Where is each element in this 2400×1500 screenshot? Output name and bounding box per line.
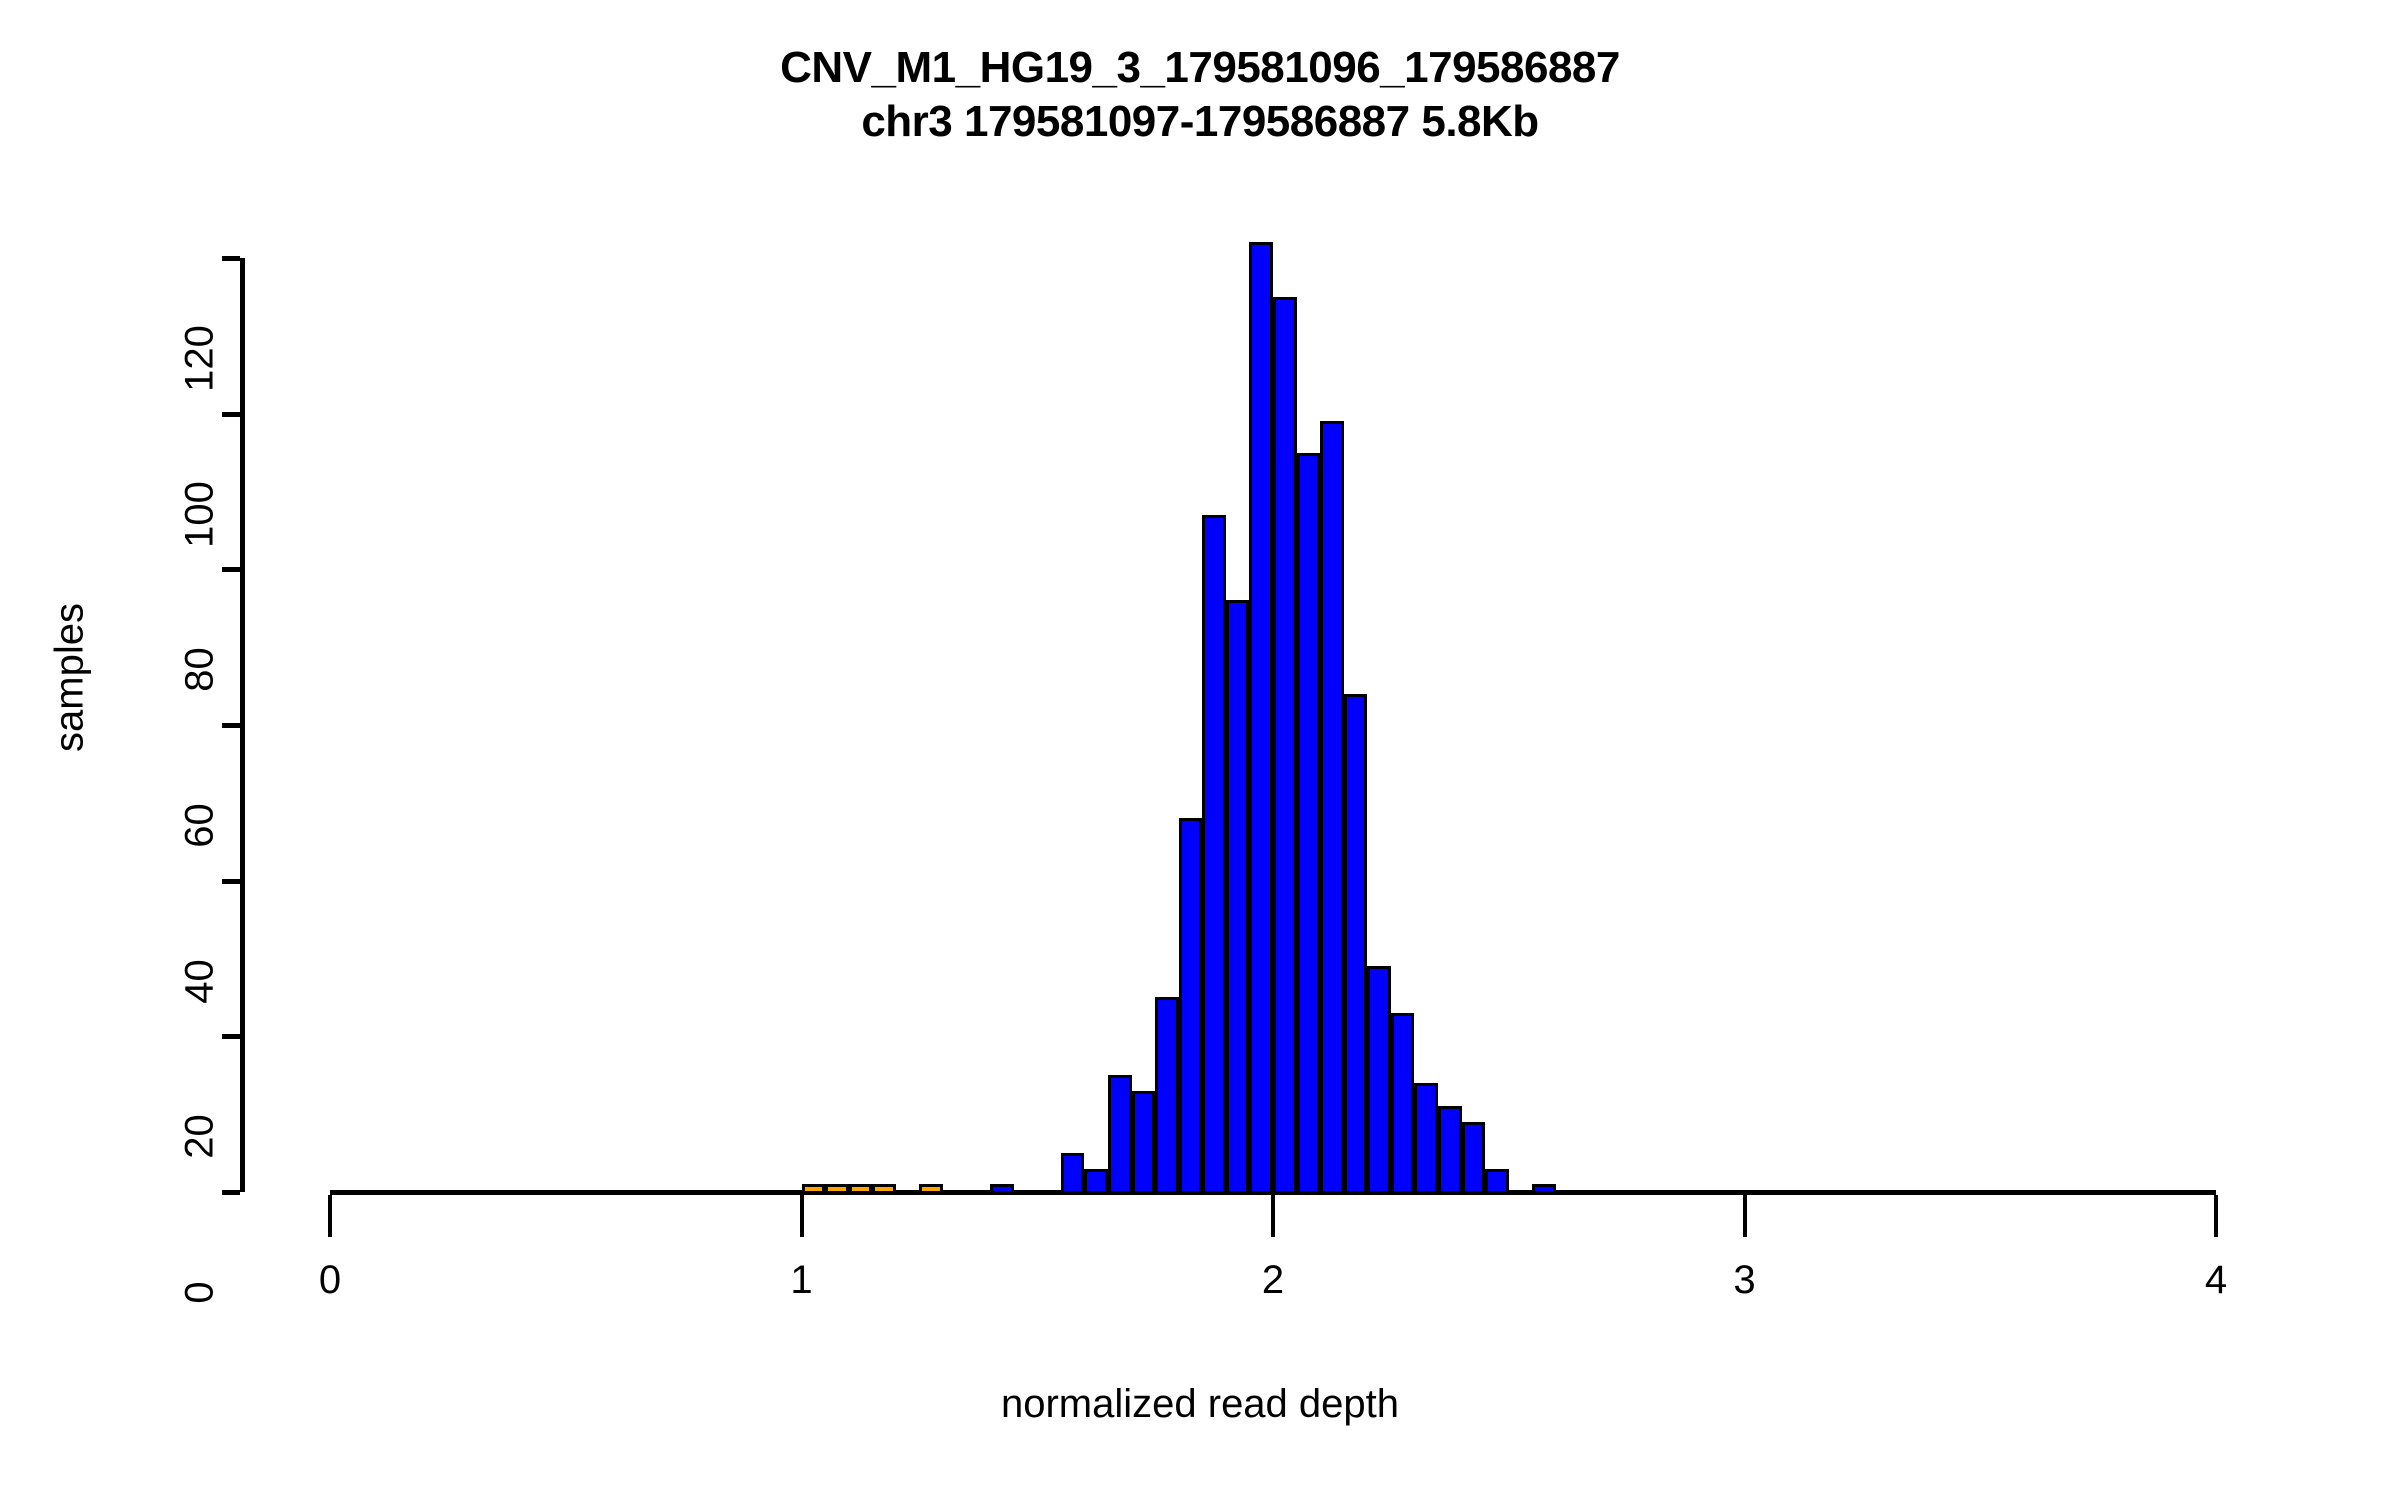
y-tick-80 xyxy=(222,567,240,573)
histogram-bar xyxy=(1084,1168,1108,1194)
histogram-bar xyxy=(1461,1121,1486,1194)
histogram-bar xyxy=(1107,1075,1132,1194)
histogram-bar xyxy=(1202,514,1226,1194)
histogram-bar xyxy=(1060,1153,1085,1194)
y-tick-40 xyxy=(222,878,240,884)
histogram-bar xyxy=(1131,1090,1156,1194)
histogram-bar xyxy=(825,1184,849,1194)
histogram-bar xyxy=(919,1184,943,1194)
histogram-bar xyxy=(1225,600,1250,1194)
histogram-bar xyxy=(801,1184,826,1194)
histogram-bar xyxy=(1320,421,1344,1194)
x-tick-label-2: 2 xyxy=(1261,1258,1285,1302)
y-tick-0 xyxy=(222,1190,240,1195)
x-tick-2 xyxy=(1271,1195,1275,1237)
x-tick-0 xyxy=(328,1195,332,1237)
histogram-bar xyxy=(1390,1012,1415,1194)
histogram-bar xyxy=(1178,818,1203,1194)
y-tick-120 xyxy=(222,256,240,261)
histogram-bar xyxy=(1438,1106,1462,1194)
x-tick-4 xyxy=(2214,1195,2218,1237)
y-tick-100 xyxy=(222,411,240,417)
histogram-bar xyxy=(1485,1168,1509,1194)
y-axis-line xyxy=(240,258,245,1192)
x-tick-label-1: 1 xyxy=(790,1258,813,1302)
x-tick-3 xyxy=(1742,1195,1747,1237)
chart-subtitle: chr3 179581097-179586887 5.8Kb xyxy=(861,97,1539,146)
chart-title-block: CNV_M1_HG19_3_179581096_179586887 chr3 1… xyxy=(0,46,2400,144)
page-title: CNV_M1_HG19_3_179581096_179586887 xyxy=(780,43,1620,92)
histogram-bar xyxy=(1273,296,1297,1194)
histogram-bar xyxy=(1249,242,1273,1194)
histogram-bar xyxy=(1296,452,1321,1194)
histogram-bar xyxy=(1532,1184,1556,1194)
x-axis-title: normalized read depth xyxy=(1000,1382,1400,1426)
histogram-bar xyxy=(1343,693,1368,1194)
x-tick-label-0: 0 xyxy=(318,1258,342,1302)
histogram-bar xyxy=(1155,997,1179,1194)
x-tick-label-4: 4 xyxy=(2204,1258,2228,1302)
histogram-bar xyxy=(872,1184,896,1194)
histogram-bar xyxy=(848,1184,873,1194)
y-tick-20 xyxy=(222,1034,240,1040)
histogram-bar xyxy=(1367,966,1391,1194)
x-tick-label-3: 3 xyxy=(1733,1258,1756,1302)
y-tick-60 xyxy=(222,723,240,728)
histogram-bar xyxy=(1414,1083,1438,1194)
x-tick-1 xyxy=(799,1195,804,1237)
histogram-bar xyxy=(990,1184,1014,1194)
